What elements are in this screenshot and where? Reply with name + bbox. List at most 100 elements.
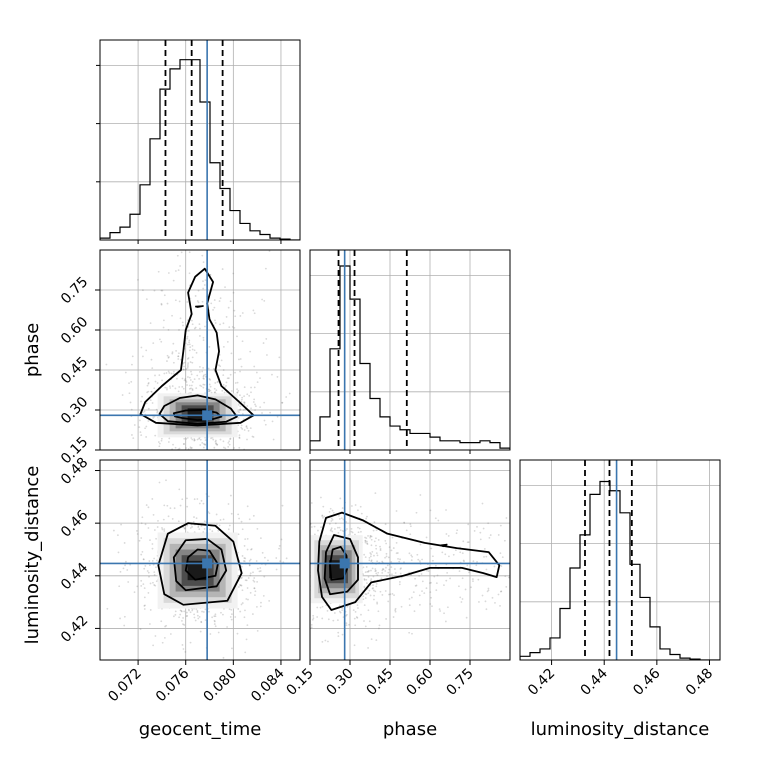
scatter-point — [379, 545, 381, 548]
scatter-point — [236, 381, 239, 384]
scatter-point — [215, 513, 218, 516]
scatter-point — [244, 579, 247, 582]
scatter-point — [188, 609, 190, 612]
scatter-point — [385, 618, 387, 620]
scatter-point — [185, 611, 188, 614]
scatter-point — [177, 355, 180, 358]
scatter-point — [328, 510, 331, 513]
scatter-point — [172, 615, 175, 618]
scatter-point — [363, 620, 365, 622]
scatter-point — [160, 302, 163, 305]
truth-marker — [202, 558, 213, 569]
scatter-point — [386, 564, 389, 567]
scatter-point — [203, 377, 205, 380]
scatter-point — [461, 552, 464, 555]
scatter-point — [282, 535, 284, 537]
scatter-point — [336, 526, 339, 529]
scatter-point — [478, 601, 480, 603]
scatter-point — [413, 610, 416, 613]
scatter-point — [409, 525, 412, 528]
scatter-point — [370, 553, 373, 556]
x-axis-label-luminosity_distance: luminosity_distance — [531, 719, 710, 740]
scatter-point — [153, 289, 156, 292]
scatter-point — [168, 385, 171, 388]
scatter-point — [250, 548, 252, 551]
scatter-point — [213, 299, 216, 301]
scatter-point — [499, 524, 502, 527]
scatter-point — [305, 526, 307, 528]
scatter-point — [204, 443, 206, 446]
scatter-point — [179, 613, 182, 616]
scatter-point — [159, 338, 161, 341]
scatter-point — [379, 590, 382, 593]
scatter-point — [345, 614, 347, 617]
scatter-point — [164, 386, 167, 389]
scatter-point — [234, 382, 237, 384]
scatter-point — [185, 447, 187, 449]
scatter-point — [237, 403, 240, 406]
scatter-point — [336, 619, 339, 622]
scatter-point — [356, 616, 359, 619]
scatter-point — [191, 609, 194, 612]
scatter-point — [229, 437, 232, 440]
scatter-point — [391, 573, 393, 576]
scatter-point — [456, 529, 459, 532]
scatter-point — [252, 451, 254, 453]
scatter-point — [278, 547, 280, 550]
scatter-point — [199, 384, 202, 387]
scatter-point — [278, 356, 281, 359]
scatter-point — [281, 401, 284, 404]
scatter-point — [302, 514, 304, 516]
scatter-point — [500, 590, 502, 593]
scatter-point — [158, 445, 161, 448]
scatter-point — [149, 623, 151, 625]
scatter-point — [198, 323, 201, 325]
scatter-point — [186, 505, 189, 508]
scatter-point — [239, 408, 242, 411]
scatter-point — [168, 372, 171, 374]
scatter-point — [162, 319, 165, 322]
scatter-point — [338, 526, 341, 529]
scatter-point — [310, 626, 313, 629]
scatter-point — [179, 317, 182, 320]
scatter-point — [481, 502, 484, 505]
scatter-point — [184, 651, 187, 653]
scatter-point — [360, 512, 363, 515]
scatter-point — [216, 523, 218, 526]
scatter-point — [208, 390, 211, 392]
scatter-point — [388, 593, 390, 596]
scatter-point — [176, 377, 178, 380]
scatter-point — [232, 272, 235, 275]
scatter-point — [202, 374, 205, 377]
scatter-point — [180, 609, 183, 612]
scatter-point — [232, 291, 235, 294]
scatter-point — [142, 355, 144, 358]
scatter-point — [167, 272, 170, 274]
scatter-point — [208, 346, 211, 348]
scatter-point — [229, 616, 232, 618]
scatter-point — [182, 623, 184, 626]
scatter-point — [145, 436, 148, 438]
scatter-point — [256, 381, 259, 384]
scatter-point — [181, 385, 184, 388]
scatter-point — [182, 648, 185, 650]
scatter-point — [378, 627, 380, 630]
scatter-point — [222, 613, 224, 616]
scatter-point — [553, 504, 555, 506]
scatter-point — [488, 536, 491, 539]
scatter-point — [430, 581, 432, 584]
scatter-point — [187, 157, 189, 159]
scatter-point — [187, 329, 190, 332]
scatter-point — [386, 575, 388, 578]
scatter-point — [122, 567, 125, 570]
scatter-point — [493, 565, 496, 568]
scatter-point — [196, 609, 199, 612]
scatter-point — [262, 594, 265, 597]
scatter-point — [205, 247, 207, 249]
scatter-point — [261, 298, 263, 301]
scatter-point — [458, 585, 460, 588]
y-tick-label: 0.45 — [58, 354, 91, 387]
scatter-point — [197, 525, 200, 527]
scatter-point — [245, 579, 248, 582]
scatter-point — [209, 528, 211, 531]
